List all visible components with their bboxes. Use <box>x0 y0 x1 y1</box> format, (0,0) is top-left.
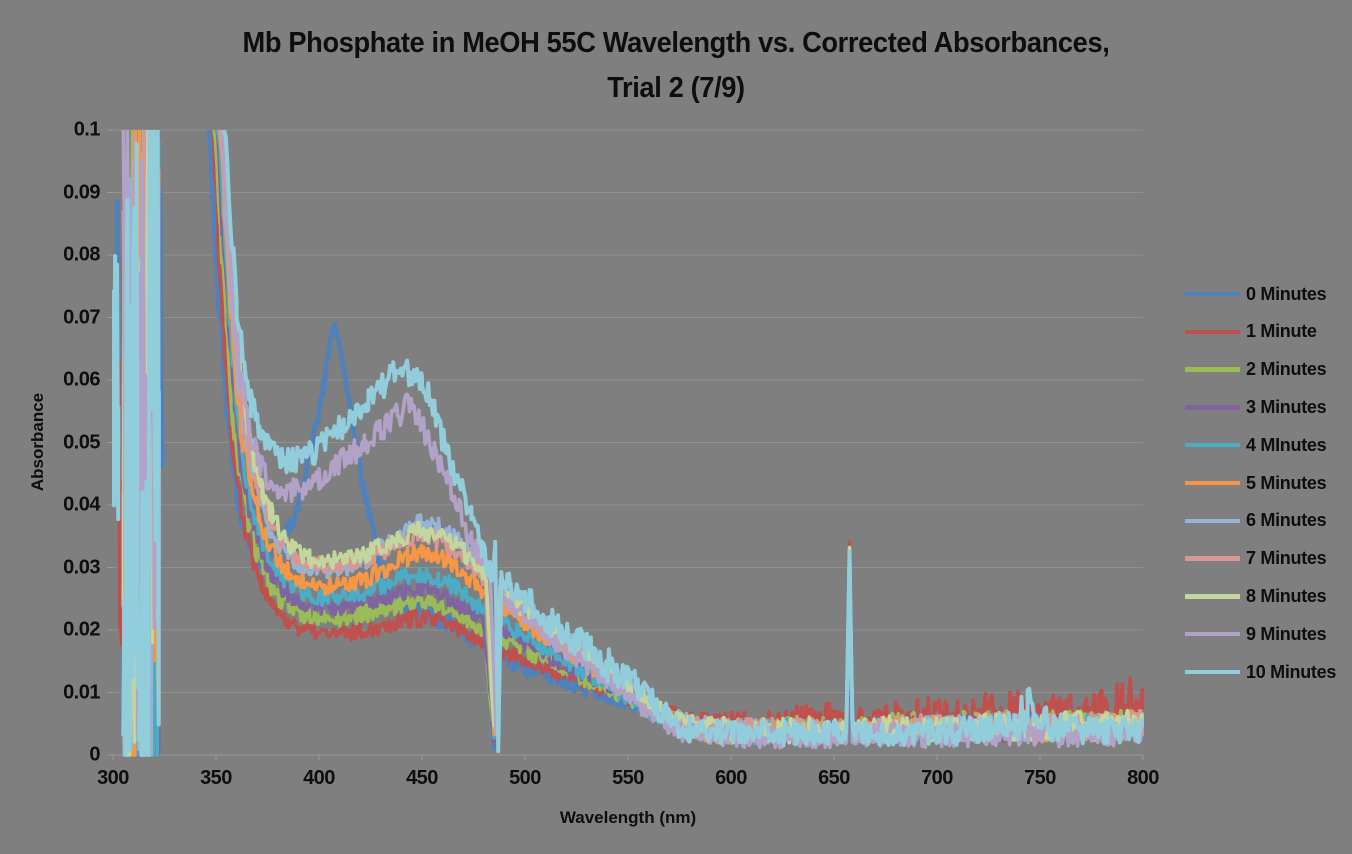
x-tick-label-600: 600 <box>715 767 747 789</box>
x-tick-label-650: 650 <box>818 767 850 789</box>
legend-item-2-minutes: 2 Minutes <box>1185 357 1327 383</box>
x-tick-label-400: 400 <box>303 767 335 789</box>
legend-label: 7 Minutes <box>1246 548 1327 569</box>
legend-swatch <box>1185 518 1240 524</box>
legend-item-4-minutes: 4 MInutes <box>1185 432 1327 458</box>
legend-swatch <box>1185 367 1240 372</box>
legend-item-6-minutes: 6 Minutes <box>1185 508 1327 534</box>
y-tick-label-0.04: 0.04 <box>63 493 100 516</box>
series-group <box>112 130 1144 757</box>
series-line-10-minutes <box>112 130 1144 757</box>
legend-label: 6 Minutes <box>1246 510 1327 531</box>
legend-label: 10 Minutes <box>1246 661 1337 682</box>
legend-swatch <box>1185 291 1240 297</box>
chart-title-line1: Mb Phosphate in MeOH 55C Wavelength vs. … <box>242 27 1110 59</box>
y-tick-label-0.07: 0.07 <box>63 306 100 328</box>
legend-item-3-minutes: 3 Minutes <box>1185 394 1327 420</box>
x-axis-title: Wavelength (nm) <box>559 808 697 827</box>
y-tick-label-0.03: 0.03 <box>63 556 100 578</box>
legend-label: 2 Minutes <box>1246 359 1327 380</box>
legend-item-8-minutes: 8 Minutes <box>1185 583 1327 609</box>
legend-label: 4 MInutes <box>1246 434 1327 455</box>
x-tick-label-750: 750 <box>1024 767 1056 789</box>
legend-swatch <box>1185 442 1240 448</box>
legend-item-10-minutes: 10 Minutes <box>1185 659 1336 685</box>
y-tick-label-0.09: 0.09 <box>63 181 100 203</box>
legend-swatch <box>1185 669 1240 675</box>
x-tick-label-800: 800 <box>1127 767 1159 789</box>
x-tick-label-450: 450 <box>406 767 438 789</box>
x-tick-label-700: 700 <box>921 767 953 789</box>
chart-title-line2: Trial 2 (7/9) <box>607 72 745 104</box>
legend-label: 1 Minute <box>1246 321 1317 342</box>
legend-item-7-minutes: 7 Minutes <box>1185 546 1327 572</box>
chart-title: Mb Phosphate in MeOH 55C Wavelength vs. … <box>41 21 1312 111</box>
y-tick-label-0.08: 0.08 <box>63 243 100 266</box>
legend-swatch <box>1185 594 1240 599</box>
legend-swatch <box>1185 405 1240 410</box>
legend-label: 5 Minutes <box>1246 472 1327 493</box>
x-tick-label-300: 300 <box>97 767 129 789</box>
legend-item-5-minutes: 5 Minutes <box>1185 470 1327 496</box>
x-tick-label-350: 350 <box>200 767 232 789</box>
legend-item-0-minutes: 0 Minutes <box>1185 281 1327 307</box>
legend-label: 3 Minutes <box>1246 396 1327 417</box>
legend-swatch <box>1185 631 1240 637</box>
legend-label: 0 Minutes <box>1246 283 1327 304</box>
y-tick-label-0.05: 0.05 <box>63 431 100 453</box>
legend-label: 9 Minutes <box>1246 623 1327 644</box>
legend-swatch <box>1185 556 1240 561</box>
legend-item-9-minutes: 9 Minutes <box>1185 621 1327 647</box>
y-tick-label-0: 0 <box>89 743 100 766</box>
y-tick-label-0.1: 0.1 <box>73 118 101 141</box>
y-tick-label-0.01: 0.01 <box>63 681 100 703</box>
x-tick-label-550: 550 <box>612 767 644 789</box>
legend-swatch <box>1185 480 1240 486</box>
y-tick-label-0.06: 0.06 <box>63 368 100 391</box>
legend-item-1-minute: 1 Minute <box>1185 319 1317 345</box>
gridlines <box>107 129 1144 760</box>
y-tick-label-0.02: 0.02 <box>63 618 100 641</box>
legend-label: 8 Minutes <box>1246 585 1327 606</box>
legend-swatch <box>1185 329 1240 335</box>
x-tick-label-500: 500 <box>509 767 541 789</box>
